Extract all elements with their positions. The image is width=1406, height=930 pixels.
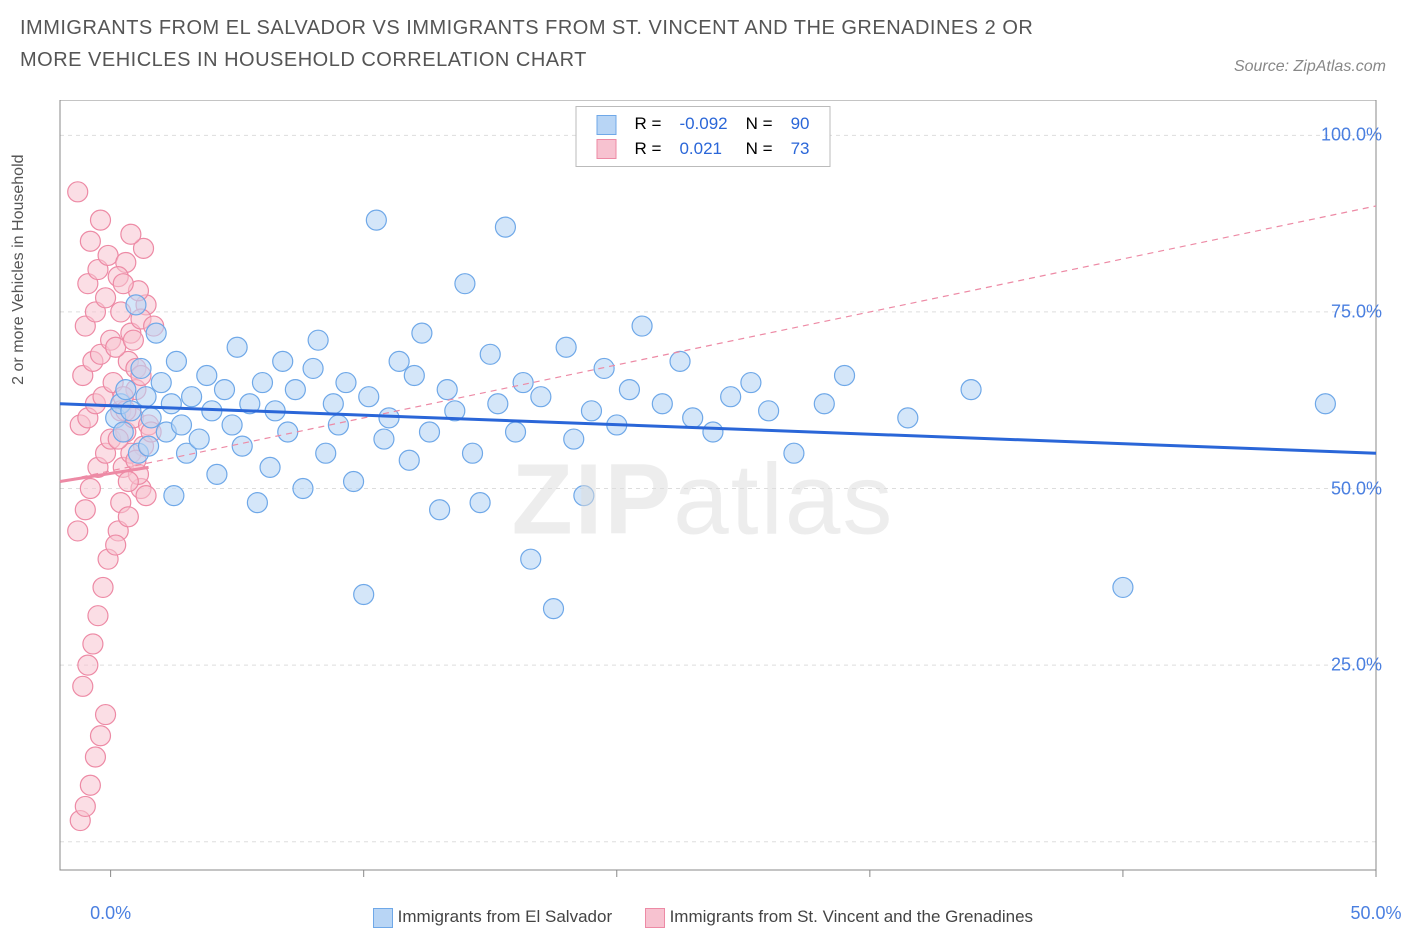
scatter-chart	[20, 100, 1386, 880]
legend-swatch-series2	[597, 139, 617, 159]
legend-bottom-label1: Immigrants from El Salvador	[398, 907, 612, 926]
legend-r-label: R =	[627, 113, 670, 136]
x-tick: 50.0%	[1350, 903, 1401, 924]
chart-container: 2 or more Vehicles in Household ZIPatlas…	[20, 100, 1386, 900]
y-tick: 75.0%	[1331, 301, 1382, 322]
y-tick: 100.0%	[1321, 125, 1382, 146]
legend-n-label: N =	[738, 113, 781, 136]
legend-swatch-series1	[597, 115, 617, 135]
legend-bottom-swatch1	[373, 908, 393, 928]
legend-r-label2: R =	[627, 138, 670, 161]
legend-bottom-swatch2	[645, 908, 665, 928]
legend-n2-value: 73	[783, 138, 818, 161]
y-tick: 25.0%	[1331, 655, 1382, 676]
legend-n1-value: 90	[783, 113, 818, 136]
legend-r1-value: -0.092	[671, 113, 735, 136]
legend-series: Immigrants from El Salvador Immigrants f…	[20, 907, 1386, 928]
legend-correlation: R = -0.092 N = 90 R = 0.021 N = 73	[576, 106, 831, 167]
y-axis-label: 2 or more Vehicles in Household	[10, 154, 28, 384]
legend-n-label2: N =	[738, 138, 781, 161]
chart-title: IMMIGRANTS FROM EL SALVADOR VS IMMIGRANT…	[20, 12, 1070, 76]
x-tick: 0.0%	[90, 903, 131, 924]
legend-r2-value: 0.021	[671, 138, 735, 161]
legend-bottom-label2: Immigrants from St. Vincent and the Gren…	[670, 907, 1033, 926]
source-attribution: Source: ZipAtlas.com	[1234, 58, 1386, 76]
y-tick: 50.0%	[1331, 478, 1382, 499]
